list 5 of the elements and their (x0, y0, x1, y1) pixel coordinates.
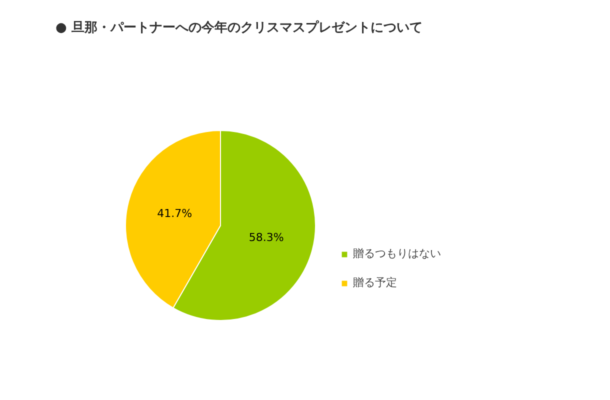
chart-title: ● 旦那・パートナーへの今年のクリスマスプレゼントについて (56, 20, 422, 36)
data-label: 41.7% (157, 206, 192, 220)
legend-label: 贈る予定 (353, 275, 397, 290)
data-label: 58.3% (248, 231, 284, 244)
legend-label: 贈るつもりはない (353, 246, 441, 261)
